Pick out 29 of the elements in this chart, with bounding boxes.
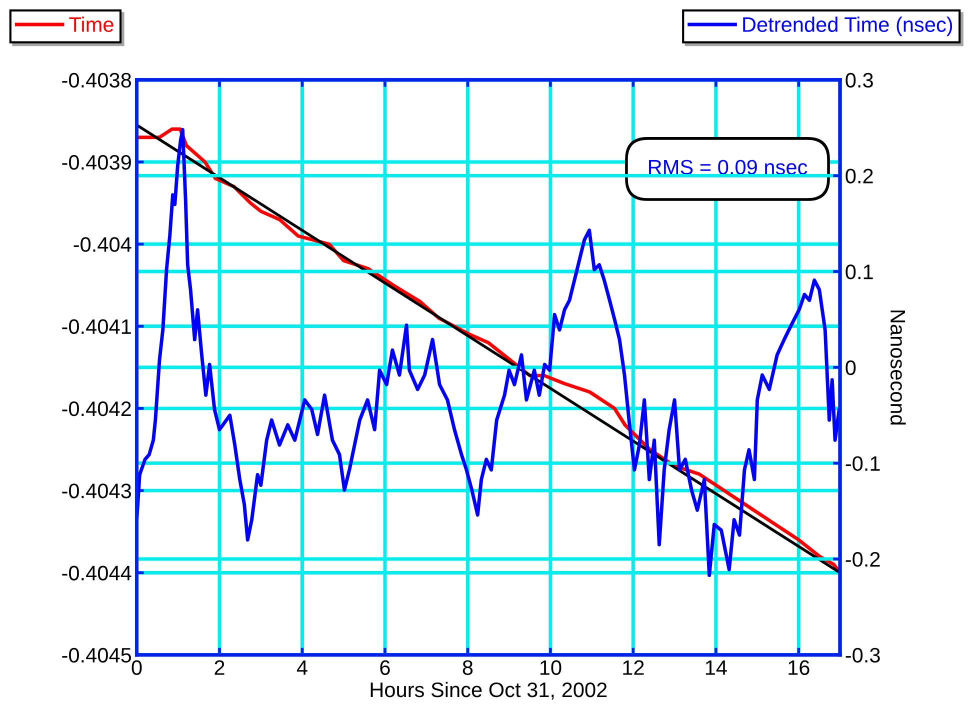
- x-tick-label: 10: [540, 660, 562, 676]
- x-axis-title: Hours Since Oct 31, 2002: [370, 682, 607, 700]
- y2-tick-label: 0.1: [846, 264, 873, 280]
- annotation: RMS = 0.09 nsec: [649, 160, 808, 175]
- y2-tick-label: 0.3: [846, 72, 873, 88]
- y2-tick-label: -0.3: [846, 648, 880, 663]
- x-tick-label: 8: [462, 660, 473, 676]
- x-tick-label: 14: [706, 660, 727, 675]
- y-tick-label: -0.4041: [62, 319, 131, 334]
- y-tick-label: -0.4042: [62, 401, 131, 416]
- legend-label: Detrended Time (nsec): [743, 16, 952, 36]
- x-tick-label: 2: [214, 660, 224, 675]
- y-tick-label: -0.4043: [62, 484, 131, 498]
- y-tick-label: -0.4038: [62, 72, 132, 88]
- y2-tick-label: -0.1: [846, 456, 880, 471]
- y-tick-label: -0.4039: [62, 155, 131, 170]
- y-tick-label: -0.404: [74, 237, 132, 252]
- x-tick-label: 4: [296, 660, 308, 675]
- x-tick-label: 12: [623, 660, 644, 675]
- x-tick-label: 16: [788, 660, 810, 676]
- y-tick-label: -0.4045: [62, 648, 132, 663]
- y-tick-label: -0.4044: [62, 566, 132, 580]
- x-tick-label: 0: [132, 660, 142, 676]
- x-tick-label: 6: [380, 660, 390, 676]
- y2-tick-label: 0.2: [846, 168, 873, 184]
- y2-tick-label: -0.2: [846, 552, 880, 567]
- y2-tick-label: 0: [846, 360, 856, 376]
- y2-axis-title: Nanosecond: [890, 310, 906, 425]
- legend-label: Time: [69, 16, 114, 32]
